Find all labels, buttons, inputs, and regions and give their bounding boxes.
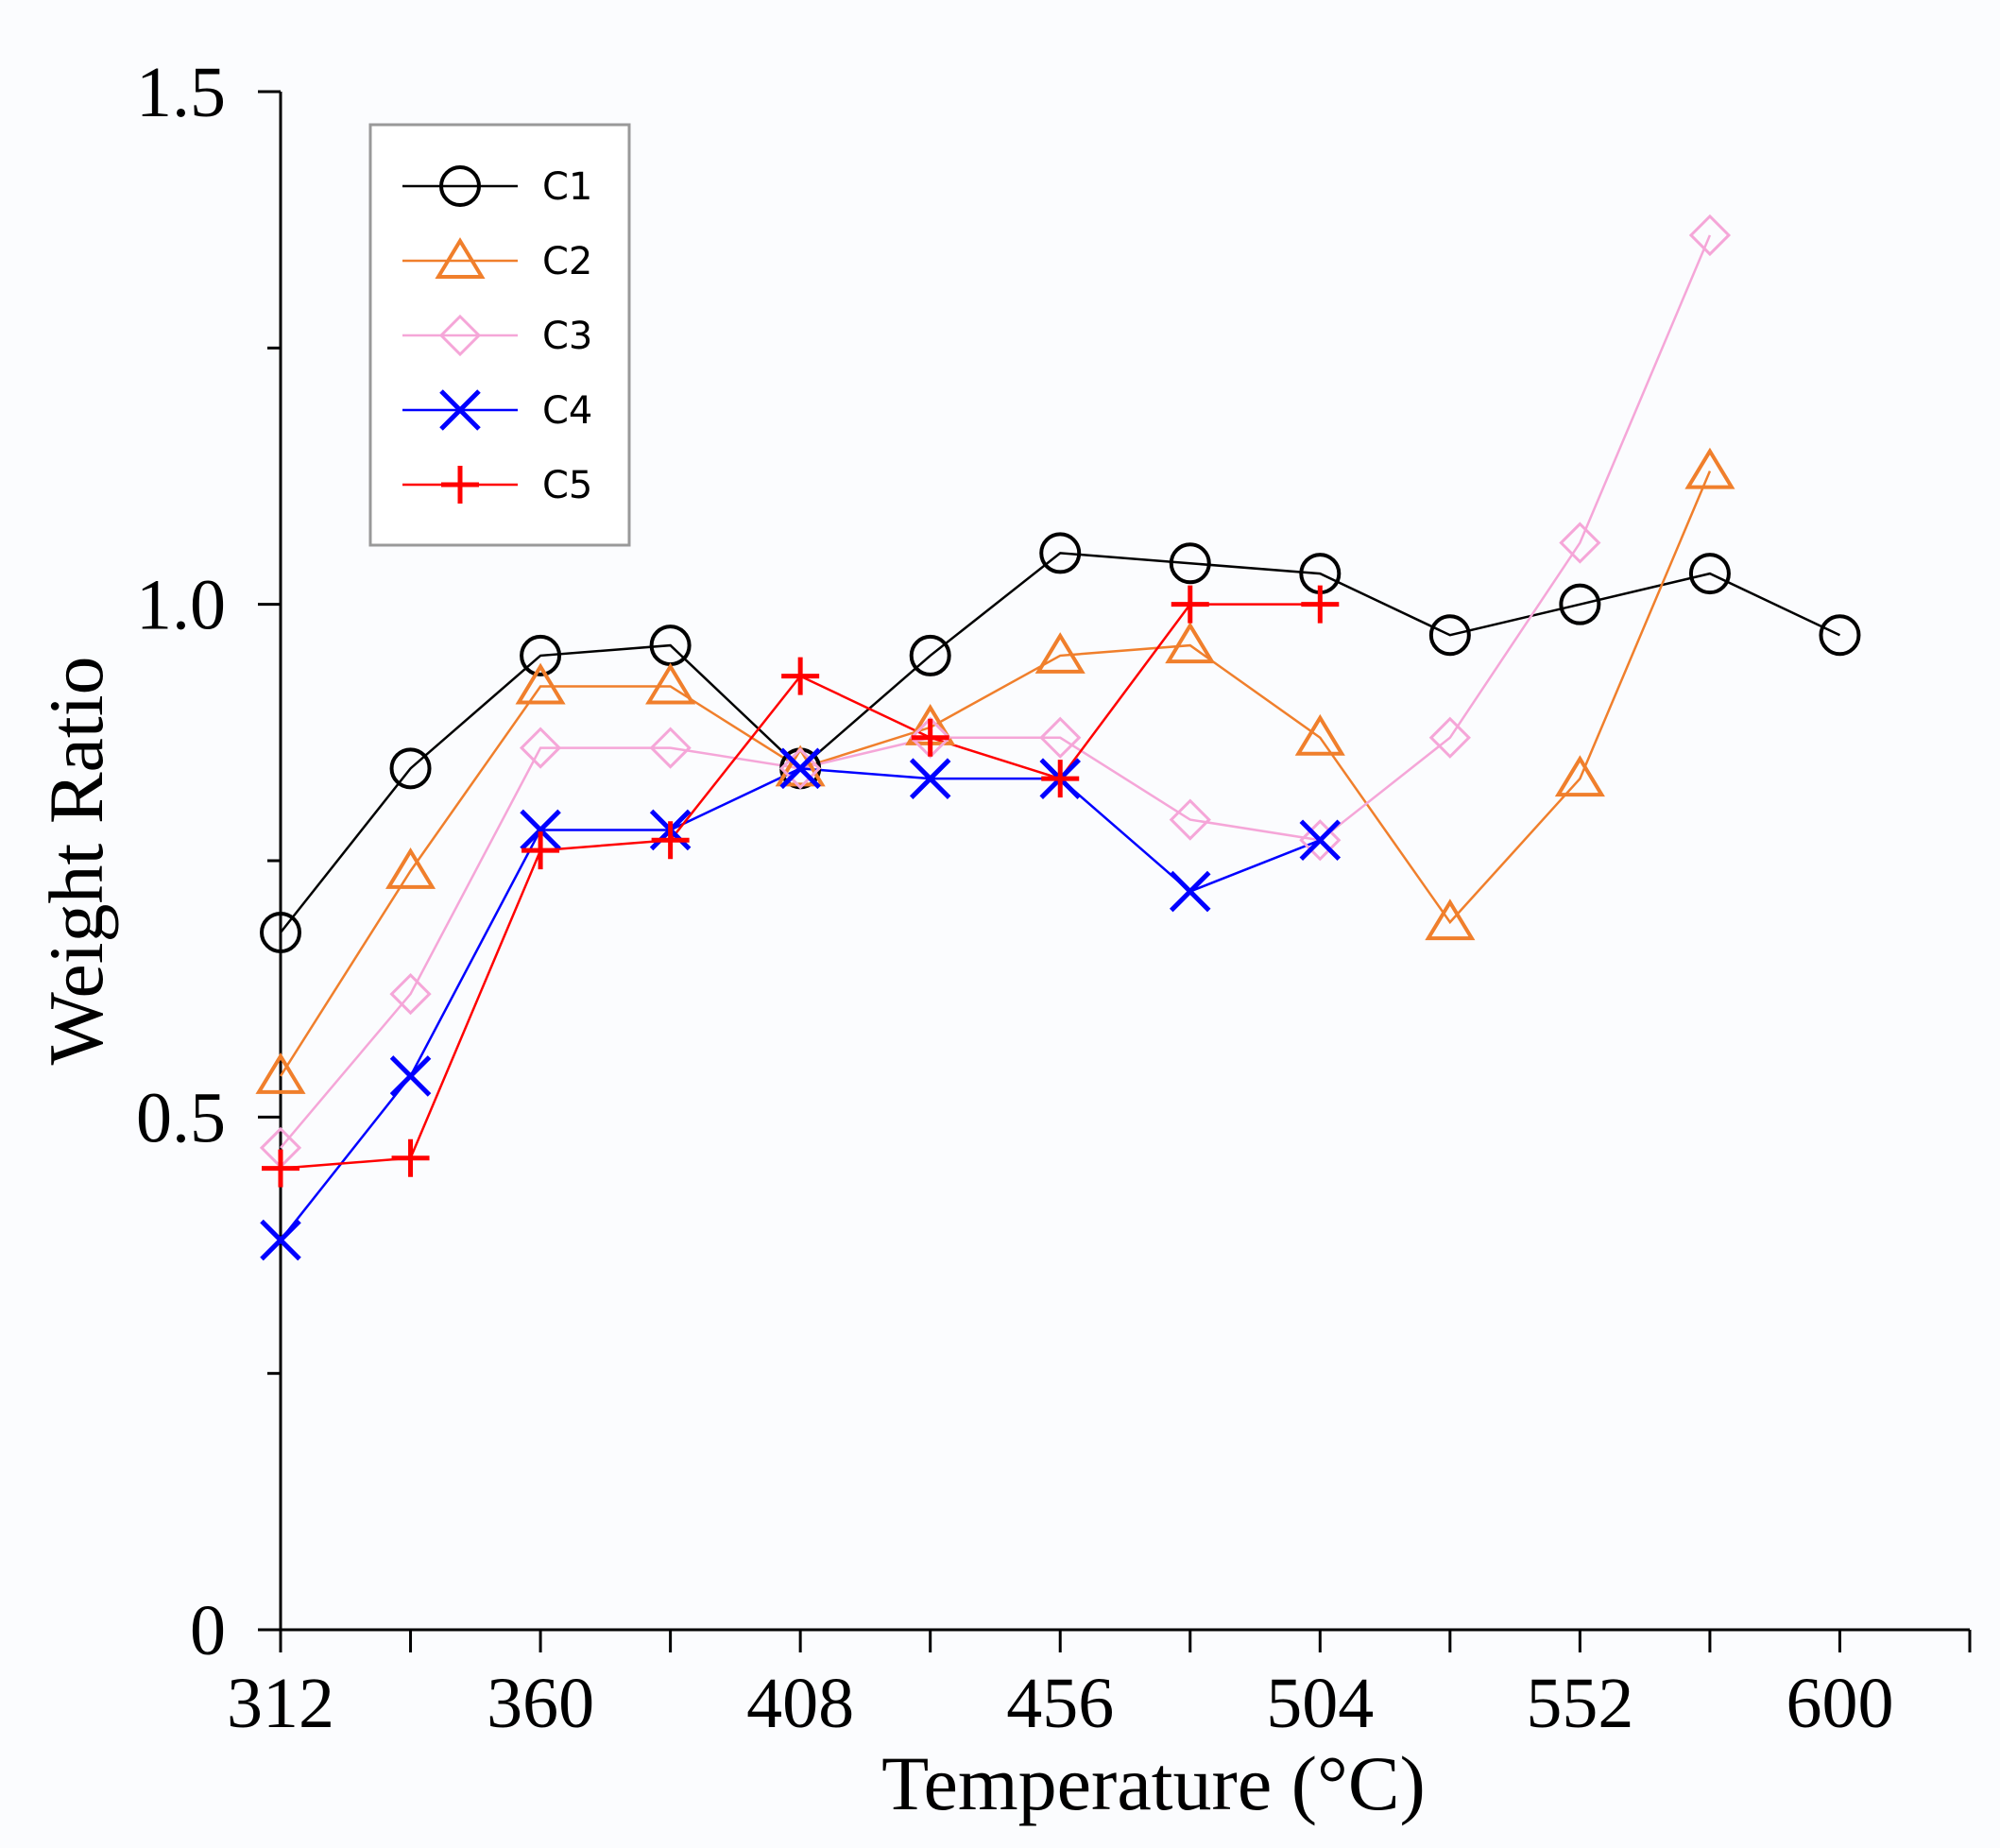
data-point-c4 — [389, 1055, 432, 1097]
legend: C1 C2 C3 C4 C5 — [368, 123, 631, 547]
data-point-c4 — [1170, 870, 1211, 913]
series-line-c2 — [279, 471, 1712, 1077]
data-point-c3 — [1169, 798, 1211, 841]
data-point-c2 — [645, 662, 696, 705]
data-point-c1 — [1819, 614, 1861, 657]
data-point-c1 — [909, 634, 951, 676]
legend-marker-c2 — [435, 237, 486, 279]
x-tick-label: 360 — [487, 1664, 594, 1743]
data-point-c4 — [779, 747, 821, 790]
legend-marker-c5 — [441, 466, 479, 504]
x-tick-label: 456 — [1006, 1664, 1114, 1743]
legend-marker-c4 — [439, 389, 481, 431]
data-point-c4 — [909, 758, 951, 799]
data-point-c3 — [1428, 716, 1471, 759]
data-point-c2 — [1684, 447, 1735, 489]
x-tick-label: 504 — [1266, 1664, 1374, 1743]
data-point-c2 — [1425, 898, 1476, 941]
y-tick-label: 0 — [190, 1591, 226, 1670]
data-point-c1 — [1688, 553, 1731, 595]
y-tick-label: 1.0 — [136, 566, 226, 645]
data-point-c3 — [389, 972, 432, 1016]
legend-label-c4: C4 — [542, 389, 592, 433]
data-point-c5 — [262, 1149, 299, 1188]
data-point-c2 — [1554, 755, 1605, 797]
legend-marker-c1 — [439, 165, 481, 207]
y-tick-label: 0.5 — [136, 1078, 226, 1157]
legend-marker-c3 — [438, 314, 482, 357]
legend-label-c2: C2 — [542, 240, 592, 283]
data-point-c5 — [651, 821, 690, 860]
data-point-c3 — [779, 747, 822, 790]
ticks: 312 360 408 456 504 552 600 0 0.5 1.0 1.5 — [136, 53, 1972, 1743]
series-markers — [255, 214, 1861, 1261]
data-point-c1 — [260, 911, 301, 953]
data-point-c5 — [781, 657, 820, 695]
data-point-c1 — [389, 747, 432, 790]
data-point-c5 — [1171, 585, 1209, 624]
data-point-c5 — [1301, 585, 1340, 624]
data-point-c3 — [1039, 716, 1082, 759]
data-point-c5 — [391, 1138, 430, 1177]
y-tick-label: 1.5 — [136, 53, 226, 132]
x-tick-label: 552 — [1526, 1664, 1633, 1743]
data-point-c2 — [515, 662, 566, 705]
data-point-c2 — [255, 1052, 306, 1094]
data-point-c2 — [1165, 622, 1216, 664]
data-point-c3 — [1559, 522, 1601, 564]
data-point-c3 — [649, 727, 692, 769]
data-point-c1 — [1428, 614, 1471, 657]
data-point-c2 — [1034, 632, 1085, 674]
x-tick-label: 312 — [227, 1664, 334, 1743]
data-point-c1 — [520, 634, 562, 676]
data-point-c5 — [521, 831, 560, 870]
data-point-c2 — [1294, 713, 1345, 756]
data-point-c1 — [1559, 583, 1601, 625]
series-line-c3 — [280, 234, 1712, 1149]
y-axis-title: Weight Ratio — [33, 657, 119, 1066]
data-point-c4 — [260, 1219, 301, 1261]
data-point-c4 — [520, 809, 561, 851]
data-point-c5 — [1041, 760, 1080, 798]
data-point-c4 — [1299, 819, 1342, 862]
x-tick-label: 600 — [1786, 1664, 1893, 1743]
data-point-c2 — [385, 847, 436, 889]
data-point-c3 — [519, 727, 562, 769]
data-point-c2 — [775, 744, 826, 787]
legend-label-c3: C3 — [542, 315, 592, 358]
legend-label-c1: C1 — [542, 165, 592, 209]
legend-label-c5: C5 — [542, 464, 592, 507]
x-axis-title: Temperature (°C) — [881, 1740, 1426, 1826]
data-point-c5 — [911, 718, 949, 757]
data-point-c3 — [1299, 819, 1342, 862]
data-point-c1 — [1169, 542, 1211, 585]
series-line-c1 — [280, 552, 1840, 933]
series-line-c4 — [280, 767, 1321, 1241]
x-tick-label: 408 — [746, 1664, 854, 1743]
data-point-c1 — [1039, 532, 1082, 574]
data-point-c3 — [1688, 214, 1732, 257]
